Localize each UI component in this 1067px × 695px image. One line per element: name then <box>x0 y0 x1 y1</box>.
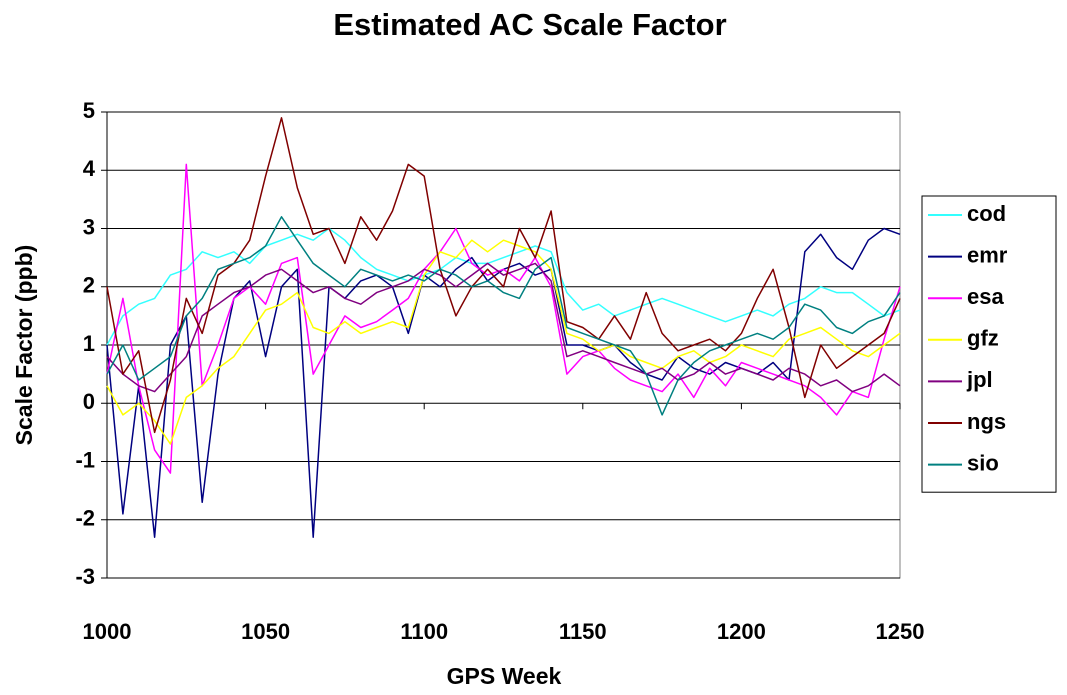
series-line <box>106 262 901 393</box>
legend-label: gfz <box>967 326 999 351</box>
legend-label: jpl <box>966 367 993 392</box>
y-tick-label: 3 <box>83 214 95 239</box>
legend-label: esa <box>967 284 1004 309</box>
y-tick-label: 1 <box>83 331 95 356</box>
legend-label: ngs <box>967 409 1006 434</box>
y-tick-label: 5 <box>83 98 95 123</box>
series-line <box>106 239 901 445</box>
legend-label: cod <box>967 201 1006 226</box>
chart-title: Estimated AC Scale Factor <box>333 7 726 42</box>
legend-label: emr <box>967 242 1008 267</box>
x-tick-label: 1200 <box>717 619 766 644</box>
y-tick-label: -1 <box>75 447 95 472</box>
y-tick-label: 4 <box>83 156 96 181</box>
x-tick-label: 1050 <box>241 619 290 644</box>
y-tick-label: 2 <box>83 273 95 298</box>
legend-label: sio <box>967 450 999 475</box>
y-tick-label: 0 <box>83 389 95 414</box>
x-tick-label: 1000 <box>83 619 132 644</box>
x-axis-title: GPS Week <box>447 663 562 689</box>
y-tick-label: -3 <box>75 564 95 589</box>
x-tick-label: 1250 <box>876 619 925 644</box>
x-tick-label: 1150 <box>559 619 607 644</box>
x-tick-label: 1100 <box>400 619 448 644</box>
y-axis-title: Scale Factor (ppb) <box>11 245 37 446</box>
legend-box <box>921 195 1057 493</box>
series-line <box>106 163 901 474</box>
series-line <box>106 117 901 434</box>
y-tick-label: -2 <box>75 506 95 531</box>
series-line <box>106 216 901 416</box>
